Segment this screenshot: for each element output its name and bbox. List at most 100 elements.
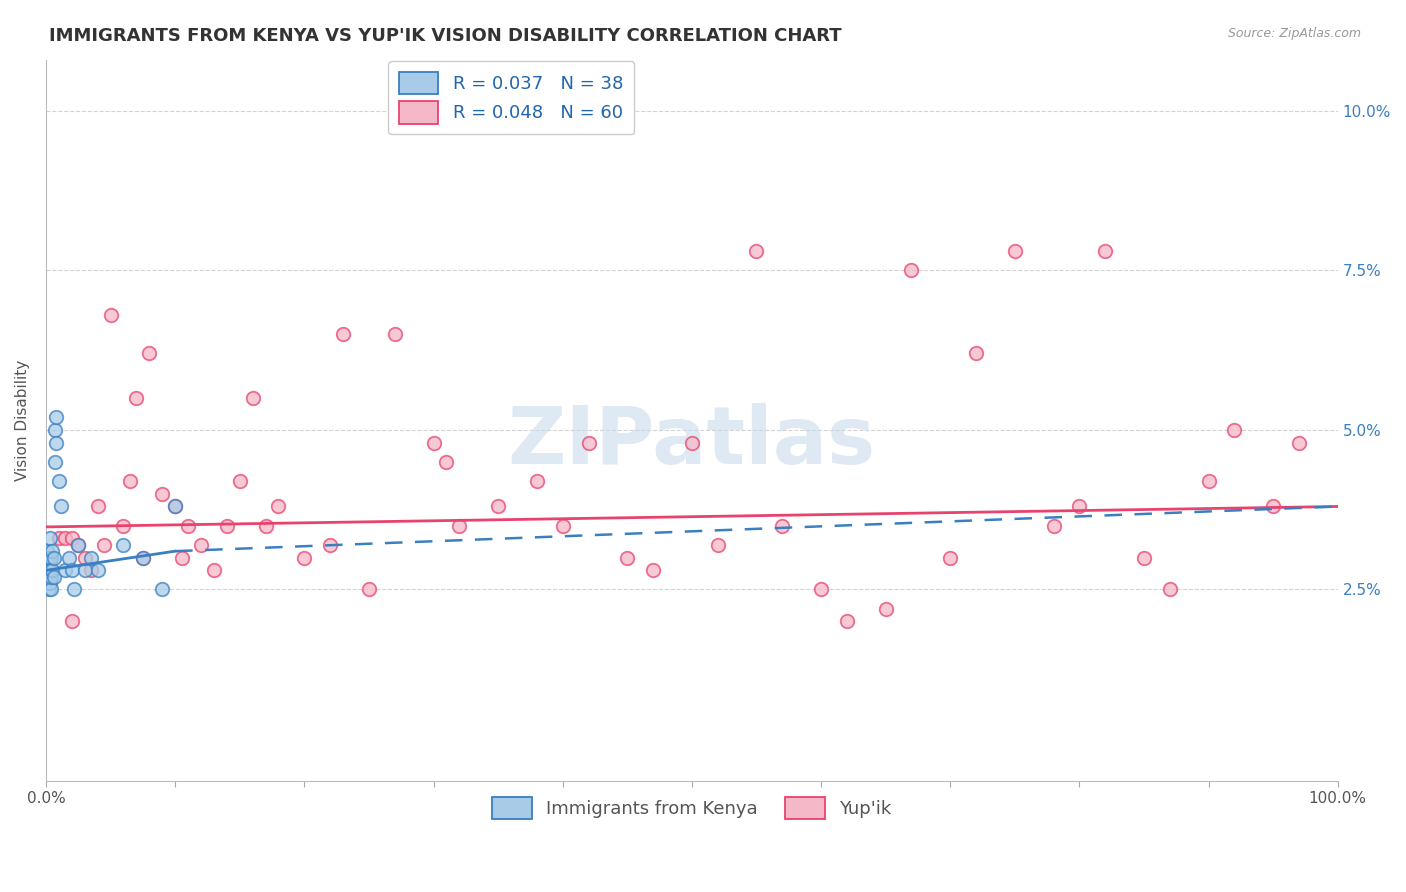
Point [38,532,60,546]
Point [900,263,922,277]
Point [202,563,225,577]
Point [150,486,173,500]
Point [86,500,108,514]
Point [112,518,135,533]
Point [60,532,83,546]
Point [319,538,342,552]
Point [810,582,832,597]
Point [150,582,173,597]
Text: Source: ZipAtlas.com: Source: ZipAtlas.com [1227,27,1361,40]
Point [125,391,148,405]
Point [1069,500,1091,514]
Point [332,327,354,342]
Point [165,500,187,514]
Point [45,435,67,450]
Point [165,500,187,514]
Point [486,500,509,514]
Point [80,563,103,577]
Point [39,582,62,597]
Point [37,570,59,584]
Point [242,391,264,405]
Point [38,570,60,584]
Point [190,538,212,552]
Point [1042,518,1064,533]
Point [93,538,115,552]
Point [292,550,315,565]
Point [73,550,96,565]
Point [73,563,96,577]
Point [616,550,638,565]
Point [1133,550,1156,565]
Point [80,550,103,565]
Point [48,532,70,546]
Point [357,582,380,597]
Point [745,244,768,259]
Point [100,308,122,322]
Point [132,550,155,565]
Point [1198,474,1220,488]
Point [1263,500,1285,514]
Point [578,435,600,450]
Point [53,532,76,546]
Point [51,500,73,514]
Point [551,518,574,533]
Point [37,544,59,558]
Point [86,563,108,577]
Point [1094,244,1116,259]
Point [39,570,62,584]
Point [835,615,858,629]
Point [1159,582,1181,597]
Point [48,474,70,488]
Point [67,538,90,552]
Point [38,576,60,591]
Point [37,550,59,565]
Point [643,563,665,577]
Point [41,544,63,558]
Point [37,557,59,571]
Point [112,538,135,552]
Point [42,570,65,584]
Point [63,582,86,597]
Point [436,455,458,469]
Point [681,435,703,450]
Point [39,550,62,565]
Point [38,550,60,565]
Point [58,550,80,565]
Point [875,601,897,615]
Point [44,423,66,437]
Point [706,538,728,552]
Point [45,410,67,425]
Point [449,518,471,533]
Point [215,518,238,533]
Point [37,563,59,577]
Point [67,538,90,552]
Point [965,346,987,360]
Point [1288,435,1310,450]
Text: ZIPatlas: ZIPatlas [508,403,876,481]
Text: IMMIGRANTS FROM KENYA VS YUP'IK VISION DISABILITY CORRELATION CHART: IMMIGRANTS FROM KENYA VS YUP'IK VISION D… [49,27,842,45]
Point [53,563,76,577]
Point [118,474,141,488]
Point [41,563,63,577]
Legend: Immigrants from Kenya, Yup'ik: Immigrants from Kenya, Yup'ik [485,789,898,826]
Point [44,455,66,469]
Point [770,518,793,533]
Point [42,550,65,565]
Point [267,500,290,514]
Point [60,563,83,577]
Point [60,615,83,629]
Point [526,474,548,488]
Point [138,346,160,360]
Point [384,327,406,342]
Point [177,518,200,533]
Point [38,582,60,597]
Y-axis label: Vision Disability: Vision Disability [15,359,30,481]
Point [254,518,277,533]
Point [38,563,60,577]
Point [132,550,155,565]
Point [229,474,252,488]
Point [1004,244,1026,259]
Point [422,435,444,450]
Point [1223,423,1246,437]
Point [38,563,60,577]
